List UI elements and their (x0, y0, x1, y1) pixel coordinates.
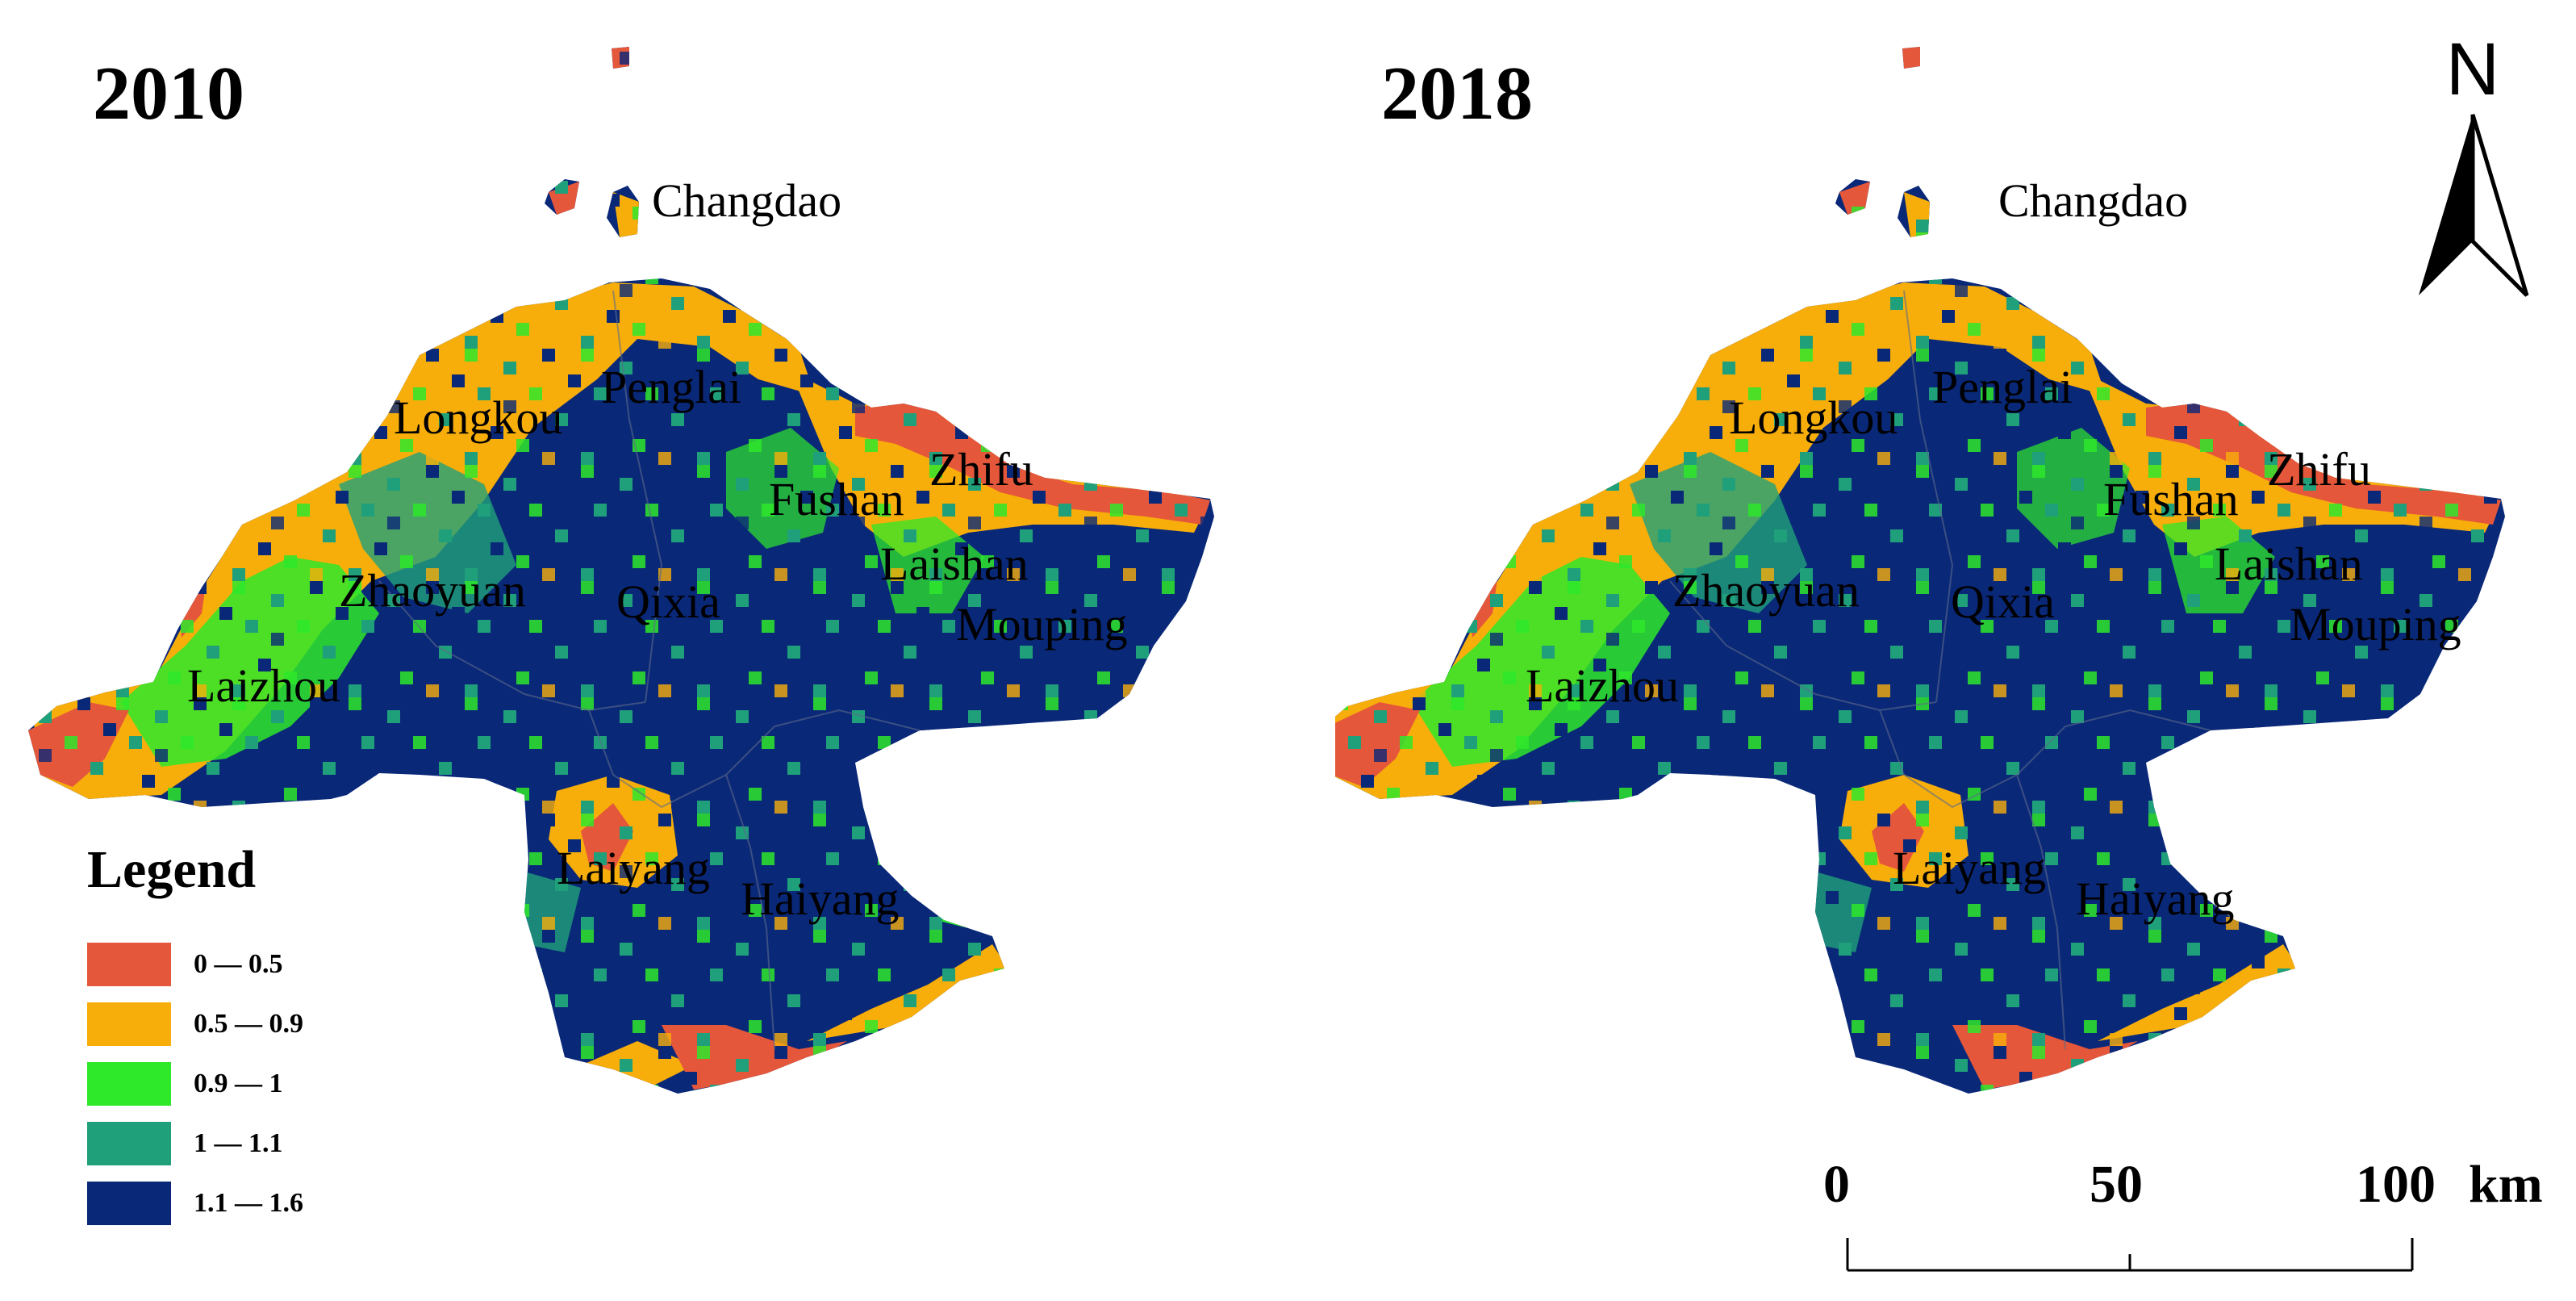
scale-bar-line (1846, 1238, 2414, 1272)
legend-swatch (87, 1062, 171, 1106)
legend-label: 1.1 — 1.6 (194, 1188, 303, 1218)
place-label-changdao: Changdao (1998, 174, 2189, 227)
legend-swatch (87, 1002, 171, 1046)
map-panel-2018: 2018 (1335, 0, 2576, 1301)
place-label-penglai: Penglai (601, 361, 741, 413)
place-label-qixia: Qixia (1951, 575, 2055, 628)
place-label-laishan: Laishan (2215, 538, 2363, 590)
scale-tick-label: 100 (2356, 1155, 2436, 1214)
legend-label: 0.9 — 1 (194, 1069, 283, 1098)
place-label-fushan: Fushan (769, 473, 904, 525)
place-label-haiyang: Haiyang (741, 872, 900, 925)
place-label-fushan: Fushan (2103, 473, 2239, 525)
place-label-longkou: Longkou (1729, 391, 1898, 444)
district-boundaries (378, 290, 921, 1050)
yantai-map-2018 (1335, 47, 2505, 1094)
legend-label: 1 — 1.1 (194, 1128, 283, 1158)
legend-item: 0 — 0.5 (87, 935, 303, 994)
place-label-laiyang: Laiyang (1893, 842, 2047, 894)
north-arrow-icon (2419, 114, 2529, 297)
place-label-laizhou: Laizhou (1526, 659, 1680, 712)
district-boundaries (1669, 290, 2211, 1050)
place-label-laizhou: Laizhou (187, 659, 341, 712)
place-label-zhifu: Zhifu (929, 443, 1033, 496)
yantai-map-2010 (28, 47, 1214, 1094)
legend: Legend 0 — 0.5 0.5 — 0.9 0.9 — 1 1 — 1.1… (87, 839, 303, 1233)
legend-item: 1.1 — 1.6 (87, 1173, 303, 1233)
place-label-laiyang: Laiyang (557, 842, 711, 894)
legend-swatch (87, 1122, 171, 1165)
place-label-zhaoyuan: Zhaoyuan (1672, 564, 1860, 617)
legend-item: 1 — 1.1 (87, 1114, 303, 1173)
scale-tick-label: 50 (2090, 1155, 2143, 1214)
place-label-zhaoyuan: Zhaoyuan (339, 564, 526, 617)
place-label-haiyang: Haiyang (2076, 872, 2235, 925)
legend-title: Legend (87, 840, 257, 899)
north-letter: N (2445, 28, 2500, 111)
scale-tick-label: 0 (1823, 1155, 1850, 1214)
legend-label: 0 — 0.5 (194, 949, 283, 979)
place-label-zhifu: Zhifu (2267, 443, 2371, 496)
place-label-longkou: Longkou (394, 391, 563, 444)
legend-item: 0.9 — 1 (87, 1054, 303, 1114)
legend-swatch (87, 1182, 171, 1225)
place-label-changdao: Changdao (652, 174, 842, 227)
map-year-title: 2010 (93, 52, 244, 136)
place-label-qixia: Qixia (616, 575, 720, 628)
legend-swatch (87, 943, 171, 986)
legend-item: 0.5 — 0.9 (87, 994, 303, 1054)
place-label-penglai: Penglai (1932, 361, 2073, 413)
north-arrow: N (2412, 27, 2533, 302)
place-label-mouping: Mouping (2290, 598, 2461, 650)
legend-label: 0.5 — 0.9 (194, 1009, 303, 1039)
place-label-mouping: Mouping (956, 598, 1128, 650)
place-label-laishan: Laishan (880, 538, 1029, 590)
map-panel-2010: 2010 (0, 0, 1283, 1301)
scale-bar: 0 50 100 km (1775, 1154, 2549, 1283)
map-year-title: 2018 (1381, 52, 1533, 136)
scale-unit-label: km (2469, 1155, 2543, 1214)
